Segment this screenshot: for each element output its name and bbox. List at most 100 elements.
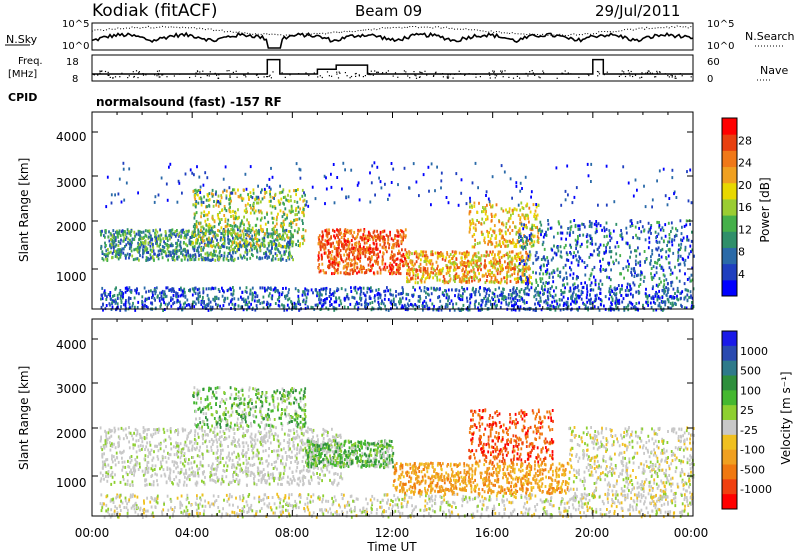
power-cell xyxy=(532,261,535,265)
nave-point xyxy=(97,74,99,76)
power-cell xyxy=(128,256,130,260)
power-cell xyxy=(205,213,207,217)
power-cell xyxy=(560,225,562,229)
power-cell xyxy=(213,220,216,224)
power-cell xyxy=(255,195,258,199)
power-cell xyxy=(463,270,466,274)
power-cell xyxy=(603,229,606,233)
power-cell xyxy=(493,215,496,218)
power-cell xyxy=(570,225,573,229)
power-cell xyxy=(295,208,297,212)
power-cell xyxy=(233,224,236,228)
power-cell xyxy=(542,292,544,296)
power-cell xyxy=(207,198,210,202)
power-cell xyxy=(645,287,647,291)
power-cell xyxy=(397,266,400,270)
power-cell xyxy=(484,259,486,263)
power-cell xyxy=(392,238,395,242)
power-cell xyxy=(268,255,270,259)
power-cell xyxy=(345,248,348,252)
power-cell xyxy=(335,249,338,253)
power-cell xyxy=(505,225,507,229)
power-cell xyxy=(573,282,576,286)
power-cell xyxy=(461,286,463,290)
power-cell xyxy=(628,300,631,304)
nave-point xyxy=(266,76,268,78)
power-cell xyxy=(296,218,299,222)
power-cell xyxy=(203,214,205,218)
power-cell xyxy=(154,298,156,302)
power-cell xyxy=(256,299,259,303)
power-cell xyxy=(101,297,104,301)
power-cell xyxy=(107,293,110,296)
power-cell xyxy=(608,261,611,265)
power-cell xyxy=(527,293,530,297)
power-cell xyxy=(524,265,527,269)
power-cell xyxy=(440,268,442,272)
power-cell xyxy=(158,234,161,238)
power-cell xyxy=(347,244,350,248)
power-cell xyxy=(354,237,356,241)
power-cell xyxy=(194,205,197,209)
power-cell xyxy=(170,253,172,257)
power-cell xyxy=(124,308,127,312)
power-cell xyxy=(248,300,250,304)
power-cell xyxy=(120,238,122,242)
power-cell xyxy=(280,244,282,248)
power-cell xyxy=(563,290,566,294)
power-cell xyxy=(173,290,175,294)
power-cell xyxy=(494,304,497,308)
power-cell xyxy=(623,276,625,280)
power-cell xyxy=(317,266,320,270)
power-cell xyxy=(139,240,142,244)
power-cell xyxy=(228,198,230,202)
power-cell xyxy=(351,272,354,275)
power-cell xyxy=(383,265,386,269)
power-cell xyxy=(259,209,262,213)
power-cell xyxy=(608,287,611,291)
power-cell xyxy=(569,220,572,224)
power-cell xyxy=(563,246,566,250)
power-cell xyxy=(642,303,644,307)
power-cell xyxy=(359,292,362,296)
power-cell xyxy=(512,308,515,312)
power-cell xyxy=(462,288,465,292)
power-cell xyxy=(683,261,686,265)
power-cell xyxy=(496,244,498,248)
power-cell xyxy=(591,268,594,272)
power-cell xyxy=(183,231,185,234)
power-cell xyxy=(225,189,228,193)
power-cell xyxy=(242,244,245,248)
power-cell xyxy=(142,305,145,309)
power-cell xyxy=(486,215,489,219)
power-cell xyxy=(507,256,510,260)
power-cell xyxy=(280,293,283,297)
power-cell xyxy=(270,199,272,203)
power-cell xyxy=(488,293,490,297)
power-cell xyxy=(310,288,313,292)
power-cell xyxy=(165,294,168,298)
power-cell xyxy=(254,245,257,249)
power-cell xyxy=(253,299,256,303)
power-cell xyxy=(329,304,331,307)
power-cell xyxy=(195,297,198,301)
power-cell xyxy=(290,207,293,211)
power-cell xyxy=(197,235,200,239)
power-cell xyxy=(321,237,324,241)
power-cell xyxy=(556,231,559,235)
nave-point xyxy=(381,73,383,75)
power-cell xyxy=(195,224,197,228)
power-cell xyxy=(540,286,543,290)
power-cell xyxy=(347,306,349,309)
power-cell xyxy=(446,266,449,270)
power-cell xyxy=(466,287,469,291)
power-cell xyxy=(586,293,588,297)
power-cell xyxy=(227,228,230,232)
nave-point xyxy=(158,76,160,78)
power-cell xyxy=(646,296,649,300)
power-cell xyxy=(449,265,452,269)
nave-point xyxy=(195,72,197,74)
power-cell xyxy=(474,274,477,278)
power-cell xyxy=(454,280,456,283)
power-cell xyxy=(512,221,514,225)
